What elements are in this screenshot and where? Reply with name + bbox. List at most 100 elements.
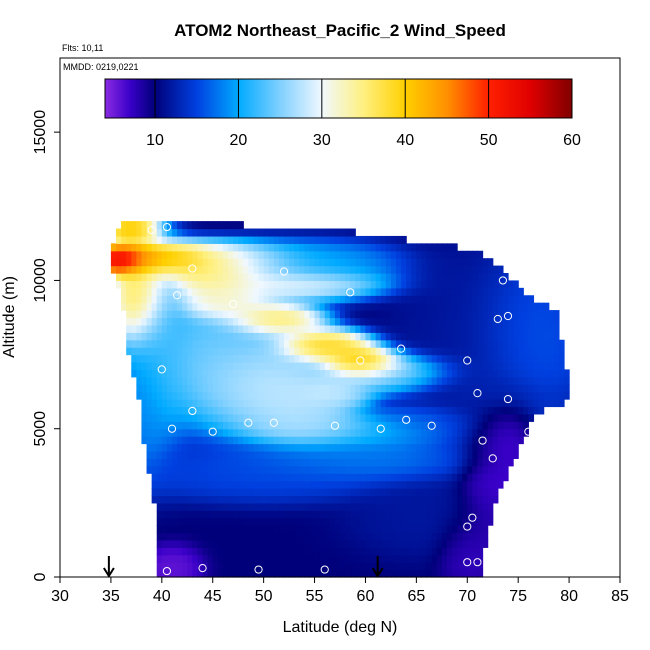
heatmap-cell — [319, 443, 326, 452]
heatmap-cell — [457, 250, 463, 259]
heatmap-cell — [431, 287, 438, 296]
heatmap-cell — [222, 413, 229, 422]
heatmap-cell — [243, 458, 249, 467]
heatmap-cell — [406, 324, 412, 333]
heatmap-cell — [334, 517, 341, 526]
heatmap-cell — [217, 480, 224, 489]
heatmap-cell — [258, 406, 265, 415]
heatmap-cell — [365, 547, 372, 556]
heatmap-cell — [222, 399, 229, 408]
heatmap-cell — [202, 428, 209, 437]
heatmap-cell — [187, 280, 193, 289]
heatmap-cell — [431, 488, 438, 497]
heatmap-cell — [212, 221, 219, 230]
heatmap-cell — [222, 539, 229, 548]
heatmap-cell — [416, 436, 423, 445]
heatmap-cell — [355, 488, 361, 497]
heatmap-cell — [253, 406, 260, 415]
heatmap-cell — [309, 295, 316, 304]
heatmap-cell — [426, 554, 433, 563]
heatmap-cell — [187, 347, 193, 356]
heatmap-cell — [513, 361, 519, 370]
heatmap-cell — [390, 354, 397, 363]
heatmap-cell — [166, 443, 173, 452]
heatmap-cell — [350, 502, 356, 511]
heatmap-cell — [136, 361, 143, 370]
heatmap-cell — [248, 458, 255, 467]
flight-point — [503, 311, 513, 321]
heatmap-cell — [212, 332, 219, 341]
heatmap-cell — [299, 369, 305, 378]
heatmap-cell — [543, 354, 550, 363]
heatmap-cell — [375, 369, 382, 378]
heatmap-cell — [228, 547, 234, 556]
heatmap-cell — [289, 421, 295, 430]
heatmap-cell — [212, 384, 219, 393]
heatmap-cell — [136, 310, 143, 319]
heatmap-cell — [222, 547, 229, 556]
heatmap-cell — [182, 406, 188, 415]
heatmap-cell — [182, 428, 188, 437]
heatmap-cell — [248, 399, 255, 408]
heatmap-cell — [187, 421, 193, 430]
heatmap-cell — [370, 532, 377, 541]
heatmap-cell — [278, 265, 285, 274]
heatmap-cell — [314, 562, 321, 571]
heatmap-cell — [319, 280, 326, 289]
heatmap-cell — [472, 473, 479, 482]
heatmap-cell — [141, 243, 148, 252]
heatmap-cell — [187, 465, 193, 474]
heatmap-cell — [192, 369, 199, 378]
heatmap-cell — [116, 235, 122, 244]
heatmap-cell — [350, 450, 356, 459]
heatmap-cell — [334, 280, 341, 289]
heatmap-cell — [192, 317, 199, 326]
heatmap-cell — [548, 324, 555, 333]
heatmap-cell — [268, 465, 275, 474]
heatmap-cell — [467, 502, 473, 511]
heatmap-cell — [380, 399, 387, 408]
heatmap-cell — [273, 465, 280, 474]
heatmap-cell — [452, 547, 458, 556]
heatmap-cell — [207, 391, 214, 400]
heatmap-cell — [416, 332, 423, 341]
heatmap-cell — [192, 473, 199, 482]
heatmap-cell — [431, 310, 438, 319]
flight-point — [463, 522, 472, 531]
heatmap-cell — [141, 428, 148, 437]
heatmap-cell — [253, 569, 260, 578]
heatmap-cell — [238, 406, 244, 415]
heatmap-cell — [375, 458, 382, 467]
heatmap-cell — [492, 495, 499, 504]
heatmap-cell — [278, 436, 285, 445]
heatmap-cell — [192, 376, 199, 385]
heatmap-cell — [228, 539, 234, 548]
heatmap-cell — [238, 280, 244, 289]
colorbar-tick-label: 30 — [313, 132, 331, 149]
heatmap-cell — [177, 324, 183, 333]
colorbar-tick-label: 10 — [146, 132, 164, 149]
heatmap-cell — [131, 273, 137, 282]
heatmap-cell — [212, 235, 219, 244]
heatmap-cell — [217, 443, 224, 452]
heatmap-cell — [187, 317, 193, 326]
heatmap-cell — [243, 347, 249, 356]
heatmap-cell — [258, 250, 265, 259]
heatmap-cell — [350, 562, 356, 571]
heatmap-cell — [340, 532, 346, 541]
heatmap-cell — [166, 339, 173, 348]
heatmap-cell — [380, 502, 387, 511]
heatmap-cell — [406, 376, 412, 385]
heatmap-cell — [492, 354, 499, 363]
heatmap-cell — [304, 391, 311, 400]
heatmap-cell — [197, 347, 204, 356]
heatmap-cell — [304, 280, 311, 289]
heatmap-cell — [396, 554, 402, 563]
heatmap-cell — [396, 384, 402, 393]
flight-point — [488, 454, 497, 463]
heatmap-cell — [477, 280, 484, 289]
heatmap-cell — [421, 332, 428, 341]
heatmap-cell — [548, 391, 555, 400]
heatmap-cell — [477, 547, 484, 556]
heatmap-cell — [233, 562, 239, 571]
